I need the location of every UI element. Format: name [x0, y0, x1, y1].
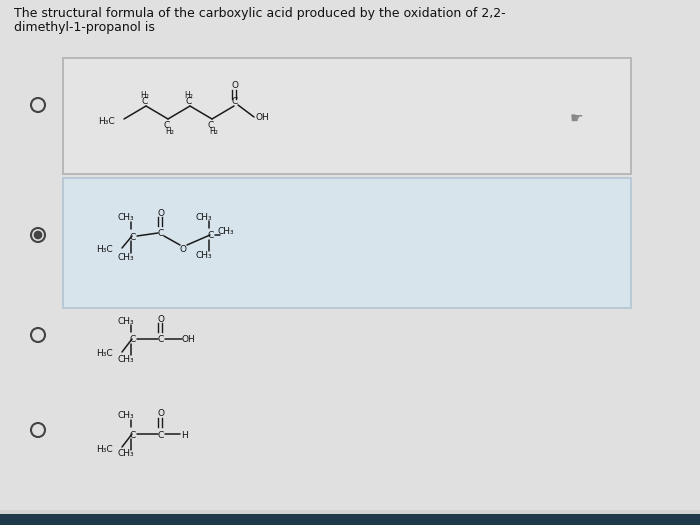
Bar — [62, 177, 632, 309]
Text: O: O — [231, 81, 238, 90]
Text: C: C — [164, 121, 170, 130]
Text: H₃C: H₃C — [98, 118, 115, 127]
Text: CH₃: CH₃ — [196, 213, 213, 222]
Text: C: C — [129, 430, 135, 439]
Text: C: C — [207, 232, 214, 240]
Text: H₃C: H₃C — [96, 246, 113, 255]
Text: C: C — [231, 98, 237, 107]
Text: O: O — [157, 314, 164, 323]
Text: OH: OH — [255, 113, 269, 122]
Text: O: O — [157, 410, 164, 418]
Text: H₂: H₂ — [140, 91, 149, 100]
Circle shape — [34, 232, 41, 239]
Text: CH₃: CH₃ — [218, 226, 234, 236]
Text: H₂: H₂ — [184, 91, 193, 100]
Text: C: C — [129, 335, 135, 344]
Text: CH₃: CH₃ — [118, 254, 134, 262]
Text: C: C — [157, 430, 163, 439]
Text: O: O — [179, 245, 186, 254]
Text: CH₃: CH₃ — [118, 354, 134, 363]
Text: CH₃: CH₃ — [118, 214, 134, 223]
Text: C: C — [157, 229, 163, 238]
Text: CH₃: CH₃ — [118, 449, 134, 458]
Text: H₃C: H₃C — [96, 350, 113, 359]
Bar — [64, 59, 630, 173]
Text: OH: OH — [182, 335, 196, 344]
Bar — [64, 179, 630, 307]
Text: H: H — [181, 430, 188, 439]
Text: ☛: ☛ — [570, 110, 584, 125]
Text: C: C — [185, 98, 191, 107]
Text: O: O — [157, 208, 164, 217]
Text: C: C — [129, 233, 135, 242]
Text: H₂: H₂ — [165, 128, 174, 136]
Text: H₃C: H₃C — [96, 445, 113, 454]
Text: The structural formula of the carboxylic acid produced by the oxidation of 2,2-: The structural formula of the carboxylic… — [14, 7, 505, 20]
Text: C: C — [157, 335, 163, 344]
Bar — [0, 514, 700, 525]
Text: dimethyl-1-propanol is: dimethyl-1-propanol is — [14, 22, 155, 35]
Text: C: C — [141, 98, 147, 107]
Text: CH₃: CH₃ — [196, 250, 213, 259]
Text: H₂: H₂ — [209, 128, 218, 136]
Text: C: C — [208, 121, 214, 130]
Text: CH₃: CH₃ — [118, 317, 134, 326]
Text: CH₃: CH₃ — [118, 412, 134, 421]
Bar — [62, 57, 632, 175]
